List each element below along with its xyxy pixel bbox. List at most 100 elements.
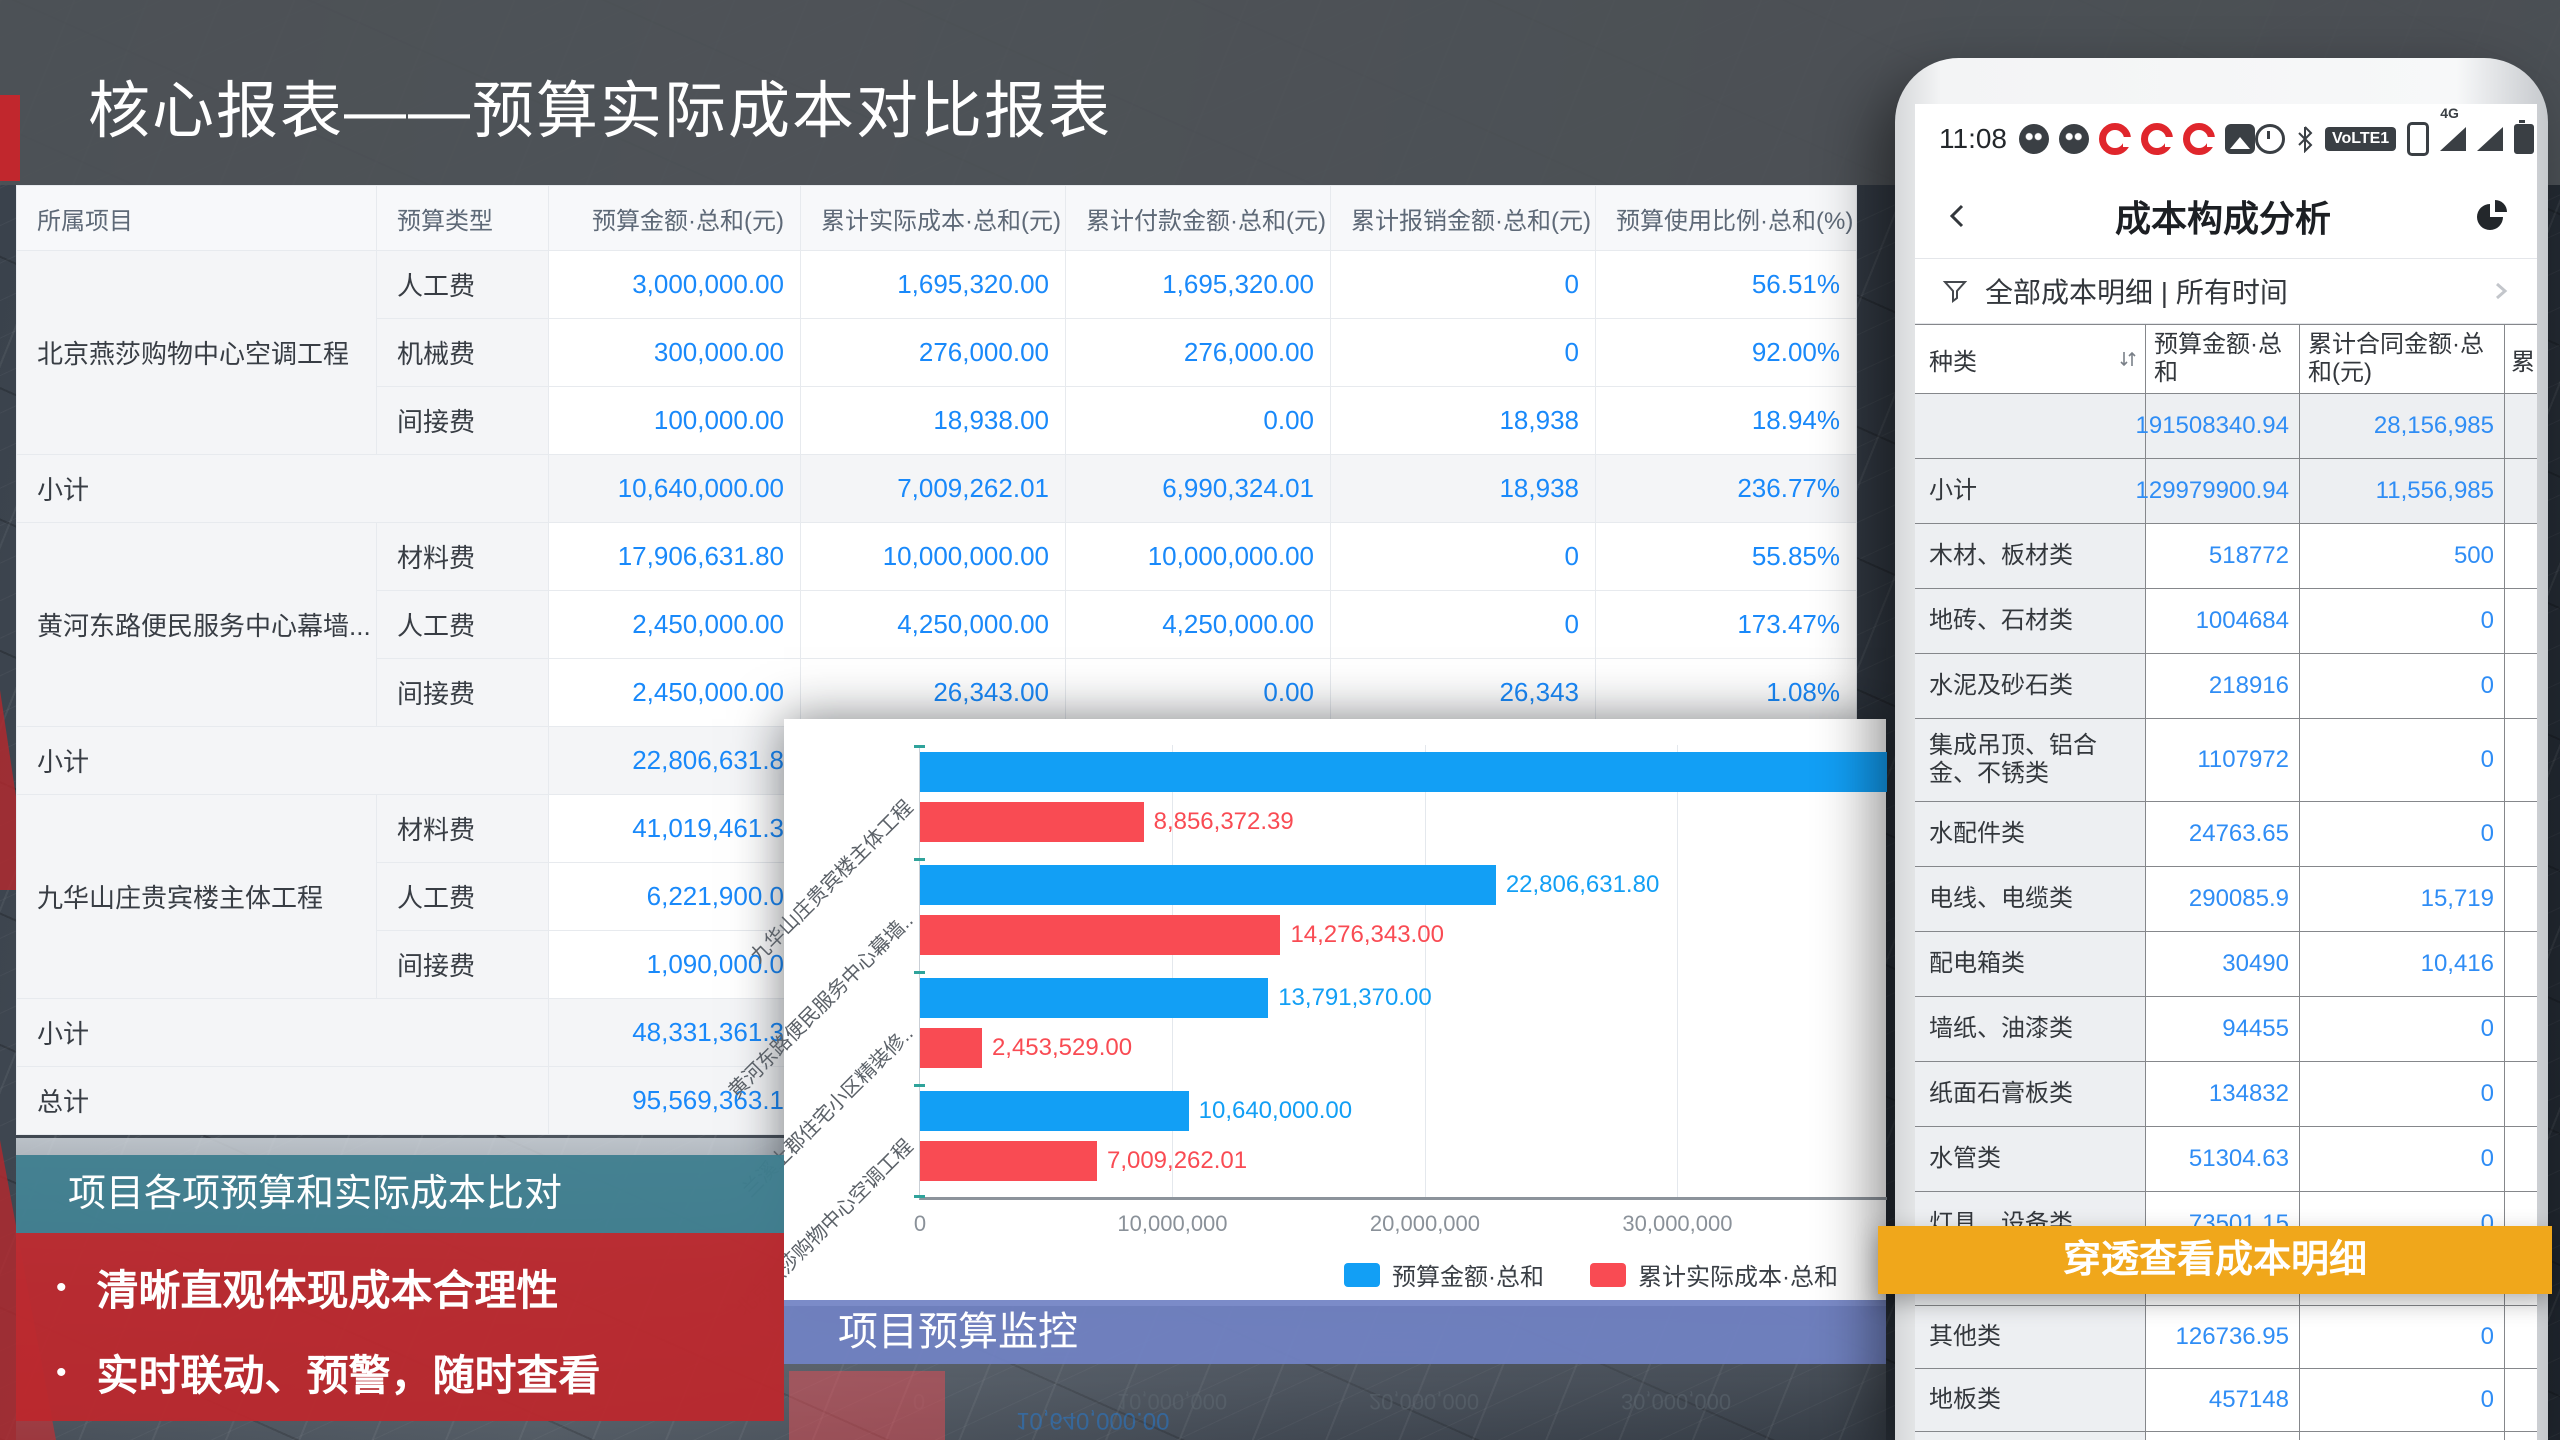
phone-table-row[interactable]: 地板类 457148 0 [1915,1369,2537,1432]
phone-table-row[interactable]: 集成吊顶、铝合金、不锈类 1107972 0 [1915,719,2537,802]
bar-value-label: 22,806,631.80 [1505,871,1660,898]
app-ring-icon [2099,123,2133,155]
row-label: 电线、电缆类 [1915,867,2146,931]
row-budget: 126736.95 [2146,1306,2300,1368]
row-budget: 24763.65 [2146,802,2300,866]
row-contract: 0 [2300,1369,2505,1431]
phone-table-row[interactable]: 木材、板材类 518772 500 [1915,524,2537,589]
row-label: 配电箱类 [1915,932,2146,996]
phone-page-title: 成本构成分析 [2114,198,2331,239]
reflection-tick: 20,000,000 [1368,1389,1480,1414]
phone-table-row[interactable]: 配电箱类 30490 10,416 [1915,932,2537,997]
gridline [1424,745,1426,1197]
budget-bar [920,865,1496,905]
volte-badge: VoLTE1 [2325,127,2397,151]
phone-table-row[interactable]: 地砖、石材类 1004684 0 [1915,589,2537,654]
phone-screen: 11:08 VoLTE1 4G [1915,104,2537,1440]
phone-table-row[interactable]: 墙纸、油漆类 94455 0 [1915,997,2537,1062]
legend-label: 累计实际成本·总和 [1638,1264,1838,1291]
phone-table-row[interactable]: 其他类 126736.95 0 [1915,1306,2537,1369]
phone-table-row[interactable]: 玻璃、铝镜类 22240 0 [1915,1432,2537,1440]
row-contract: 28,156,985 [2300,394,2505,458]
row-contract: 0 [2300,589,2505,653]
legend-swatch-budget [1344,1262,1380,1287]
battery-icon [2514,120,2535,154]
project-cell: 九华山庄贵宾楼主体工程 [16,794,377,999]
x-tick-label: 20,000,000 [1369,1211,1481,1236]
row-contract: 10,416 [2300,932,2505,996]
value-cell: 0 [1330,590,1596,659]
phone-table-row[interactable]: 水管类 51304.63 0 [1915,1127,2537,1192]
phone-table-row[interactable]: 水泥及砂石类 218916 0 [1915,654,2537,719]
col-header-actual-cost: 累计实际成本·总和(元) [800,185,1066,251]
value-cell: 2,450,000.00 [548,658,801,727]
phone-table-row[interactable]: 水配件类 24763.65 0 [1915,802,2537,867]
value-cell: 276,000.00 [1065,318,1331,387]
phone-table-row[interactable]: 纸面石膏板类 134832 0 [1915,1062,2537,1127]
app-ring-icon [2183,123,2217,155]
row-label: 其他类 [1915,1306,2146,1368]
phone-cost-table: 种类 预算金额·总和 累计合同金额·总和(元) 累 191508340.94 2… [1915,324,2537,1440]
value-cell: 18.94% [1595,386,1857,455]
row-label: 地砖、石材类 [1915,589,2146,653]
phone-col-budget: 预算金额·总和 [2146,325,2300,393]
row-contract: 0 [2300,1062,2505,1126]
value-cell: 3,000,000.00 [548,250,801,319]
legend-item-actual: 累计实际成本·总和 [1590,1257,1838,1292]
row-budget: 51304.63 [2146,1127,2300,1191]
bar-value-label: 10,640,000.00 [1198,1097,1353,1124]
value-cell: 55.85% [1595,522,1857,591]
col-header-payment: 累计付款金额·总和(元) [1065,185,1331,251]
row-contract: 0 [2300,654,2505,718]
project-cell: 北京燕莎购物中心空调工程 [16,250,377,455]
value-cell: 18,938.00 [800,386,1066,455]
phone-mockup: 11:08 VoLTE1 4G [1895,58,2548,1440]
y-axis-tick [914,1084,925,1087]
pie-chart-icon[interactable] [2473,197,2511,235]
type-cell: 间接费 [376,658,549,727]
value-cell: 1,090,000.0 [548,930,801,999]
wechat-icon [2059,124,2089,154]
value-cell: 7,009,262.01 [800,454,1066,523]
row-label: 木材、板材类 [1915,524,2146,588]
network-type-label: 4G [2440,105,2459,121]
bar-value-label: 2,453,529.00 [991,1034,1133,1061]
back-icon[interactable] [1941,198,1973,234]
reflection-bar [789,1371,945,1440]
phone-table-row[interactable]: 小计 129979900.94 11,556,985 [1915,459,2537,524]
row-budget: 22240 [2146,1432,2300,1440]
phone-filter-row[interactable]: 全部成本明细 | 所有时间 [1915,259,2537,324]
bar-value-label: 8,856,372.39 [1153,808,1294,835]
col-header-usage-ratio: 预算使用比例·总和(%) [1595,185,1857,251]
col-header-project: 所属项目 [16,185,377,251]
phone-col-contract: 累计合同金额·总和(元) [2300,325,2505,393]
row-budget: 457148 [2146,1369,2300,1431]
value-cell: 18,938 [1330,454,1596,523]
row-budget: 30490 [2146,932,2300,996]
bar-value-label: 13,791,370.00 [1278,984,1432,1011]
row-contract: 15,719 [2300,867,2505,931]
reflection-number: 10,640,000.00 [1016,1407,1170,1434]
sort-icon[interactable] [2119,349,2137,369]
y-axis-tick [914,858,925,861]
project-cell: 黄河东路便民服务中心幕墙... [16,522,377,727]
gallery-icon [2225,124,2255,154]
row-budget: 94455 [2146,997,2300,1061]
value-cell: 10,640,000.00 [548,454,801,523]
row-contract: 500 [2300,524,2505,588]
phone-table-row[interactable]: 电线、电缆类 290085.9 15,719 [1915,867,2537,932]
value-cell: 276,000.00 [800,318,1066,387]
table-row: 间接费 2,450,000.00 26,343.00 0.00 26,343 1… [17,658,1857,727]
bullet-point: 清晰直观体现成本合理性 [56,1257,784,1318]
row-contract: 0 [2300,1432,2505,1440]
header-label: 种类 [1929,348,1977,376]
value-cell: 10,000,000.00 [1065,522,1331,591]
type-cell: 材料费 [376,794,549,863]
grand-total-label: 总计 [16,1066,549,1135]
row-label: 水管类 [1915,1127,2146,1191]
key-points-box: 清晰直观体现成本合理性 实时联动、预警，随时查看 [16,1233,784,1421]
phone-table-row[interactable]: 191508340.94 28,156,985 [1915,394,2537,459]
value-cell: 4,250,000.00 [800,590,1066,659]
row-budget: 191508340.94 [2136,394,2300,458]
row-label: 玻璃、铝镜类 [1915,1432,2146,1440]
